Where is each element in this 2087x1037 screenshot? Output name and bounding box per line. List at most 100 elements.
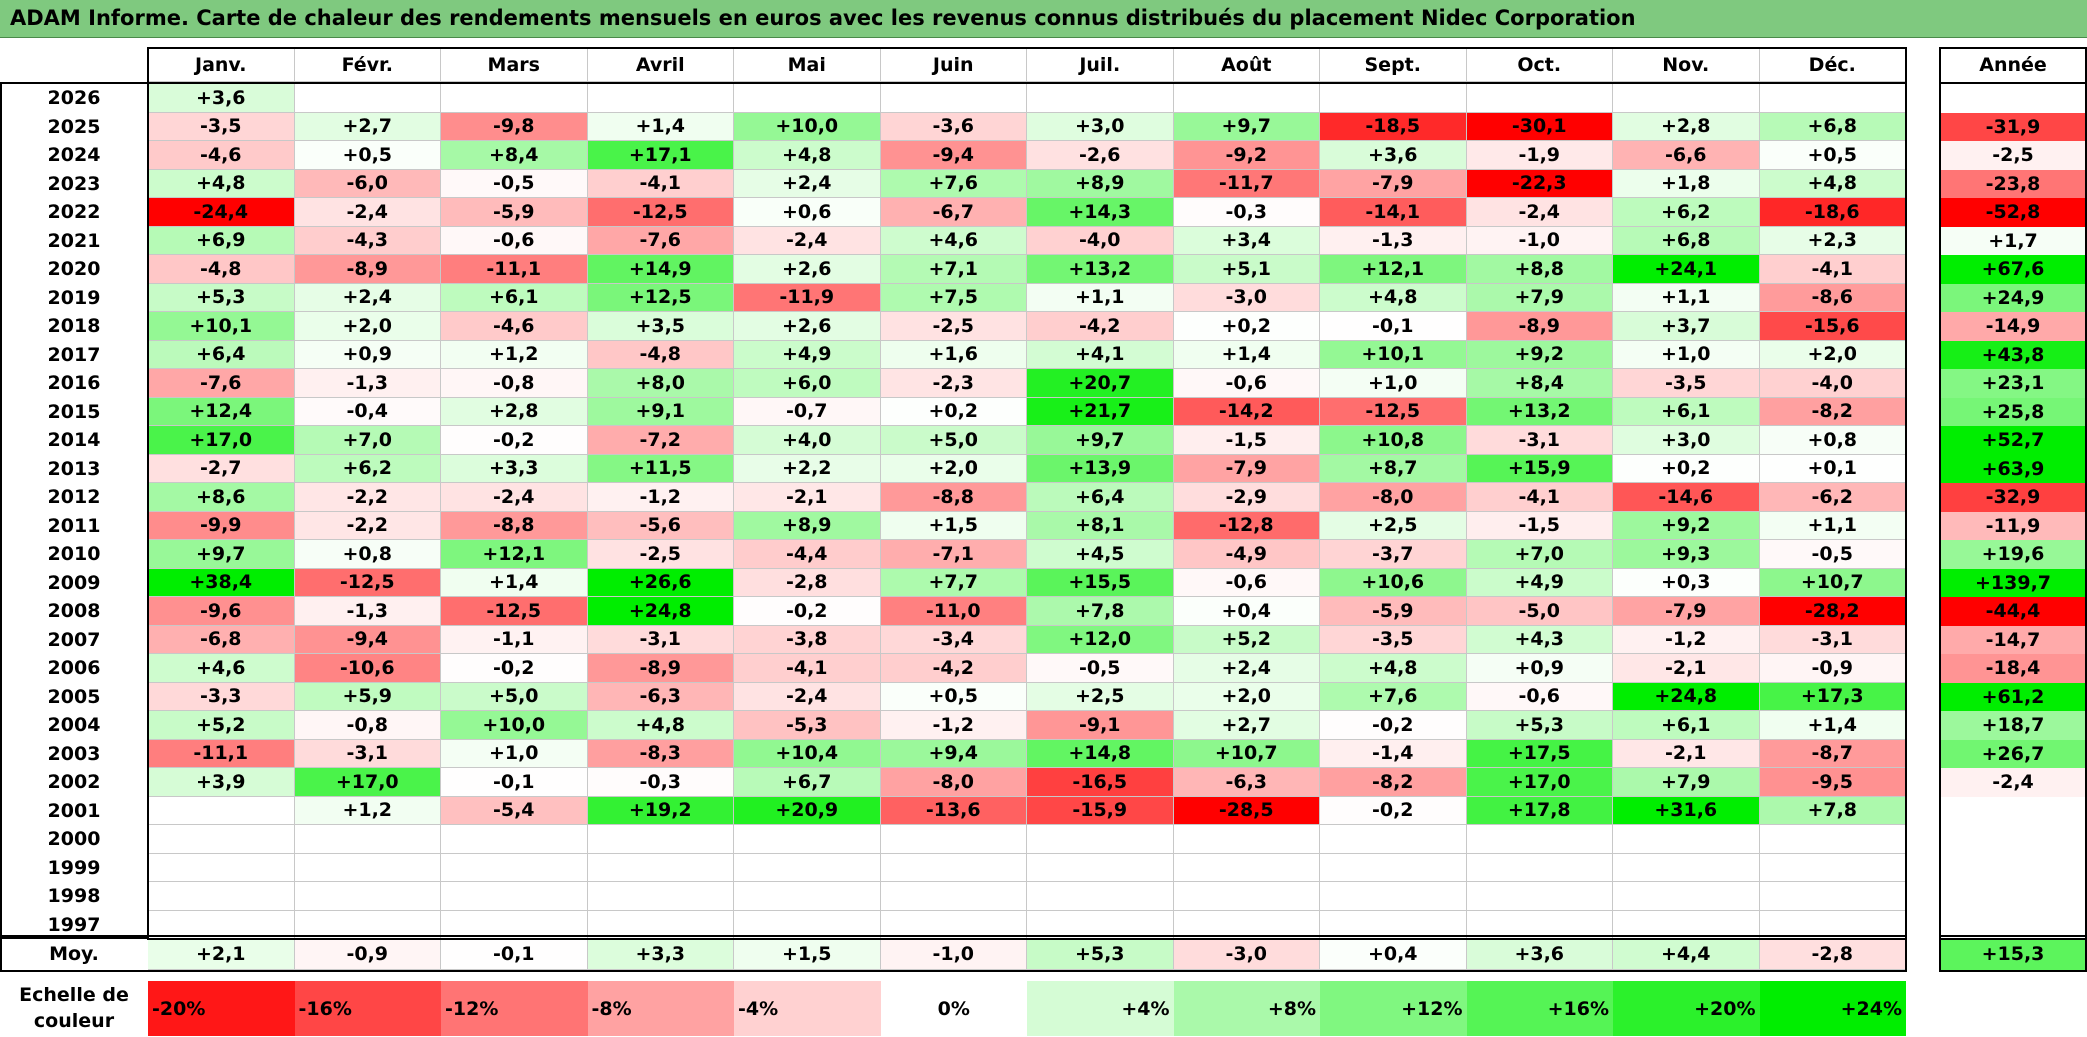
heatmap-cell: +4,9: [1466, 568, 1613, 597]
month-header: Avril: [587, 48, 734, 82]
heatmap-cell: +3,6: [148, 84, 295, 113]
annual-cell: +63,9: [1940, 454, 2086, 483]
heatmap-cell: -8,8: [441, 511, 588, 540]
heatmap-cell: +1,1: [1027, 283, 1174, 312]
average-cell: +0,4: [1320, 938, 1467, 970]
heatmap-cell: [734, 825, 881, 854]
heatmap-cell: -12,5: [1320, 397, 1467, 426]
heatmap-cell: +6,8: [1759, 112, 1906, 141]
heatmap-cell: -8,0: [880, 768, 1027, 797]
heatmap-cell: -10,6: [294, 654, 441, 683]
average-cell: +4,4: [1613, 938, 1760, 970]
heatmap-cell: +0,2: [1173, 312, 1320, 341]
average-cell: +3,3: [587, 938, 734, 970]
heatmap-cell: [587, 882, 734, 911]
average-cell: +3,6: [1466, 938, 1613, 970]
heatmap-cell: -0,6: [1173, 369, 1320, 398]
heatmap-cell: -3,5: [1613, 369, 1760, 398]
heatmap-cell: +24,8: [587, 597, 734, 626]
heatmap-cell: +9,7: [1027, 426, 1174, 455]
heatmap-cell: -5,3: [734, 711, 881, 740]
heatmap-cell: +10,0: [734, 112, 881, 141]
heatmap-cell: [1613, 882, 1760, 911]
heatmap-cell: -7,6: [148, 369, 295, 398]
heatmap-cell: -1,3: [294, 597, 441, 626]
row-year-label: 2017: [47, 343, 101, 366]
heatmap-cell: -9,4: [294, 625, 441, 654]
heatmap-cell: [1466, 853, 1613, 882]
heatmap-cell: +1,4: [441, 568, 588, 597]
heatmap-cell: -3,1: [1466, 426, 1613, 455]
row-year-label: 1997: [47, 913, 101, 936]
heatmap-cell: [734, 882, 881, 911]
heatmap-cell: -18,6: [1759, 198, 1906, 227]
heatmap-cell: [1320, 825, 1467, 854]
row-year-label: 2014: [47, 429, 101, 452]
annual-cell: +139,7: [1940, 568, 2086, 597]
heatmap-cell: -2,8: [734, 568, 881, 597]
heatmap-cell: +8,7: [1320, 454, 1467, 483]
heatmap-cell: -1,4: [1320, 739, 1467, 768]
heatmap-cell: +8,4: [1466, 369, 1613, 398]
annual-cell: -31,9: [1940, 112, 2086, 141]
heatmap-cell: -2,6: [1027, 141, 1174, 170]
heatmap-cell: -6,7: [880, 198, 1027, 227]
heatmap-cell: -2,4: [1466, 198, 1613, 227]
heatmap-cell: -12,8: [1173, 511, 1320, 540]
heatmap-cell: +7,7: [880, 568, 1027, 597]
heatmap-cell: +6,2: [294, 454, 441, 483]
heatmap-cell: -1,3: [1320, 226, 1467, 255]
heatmap-cell: +1,5: [880, 511, 1027, 540]
heatmap-cell: +13,9: [1027, 454, 1174, 483]
heatmap-cell: +15,5: [1027, 568, 1174, 597]
heatmap-cell: -24,4: [148, 198, 295, 227]
heatmap-cell: +9,3: [1613, 540, 1760, 569]
heatmap-cell: +7,1: [880, 255, 1027, 284]
heatmap-cell: -9,8: [441, 112, 588, 141]
annual-cell: +23,1: [1940, 369, 2086, 398]
heatmap-cell: -11,7: [1173, 169, 1320, 198]
heatmap-cell: +20,9: [734, 796, 881, 825]
heatmap-cell: +1,2: [441, 340, 588, 369]
heatmap-cell: [587, 84, 734, 113]
heatmap-cell: -4,1: [587, 169, 734, 198]
color-scale-stop: +8%: [1173, 981, 1320, 1036]
heatmap-cell: -7,2: [587, 426, 734, 455]
heatmap-cell: -0,2: [1320, 796, 1467, 825]
month-header: Janv.: [148, 48, 295, 82]
heatmap-cell: +10,0: [441, 711, 588, 740]
heatmap-cell: +17,0: [148, 426, 295, 455]
month-header: Déc.: [1759, 48, 1906, 82]
average-cell: +1,5: [734, 938, 881, 970]
heatmap-cell: -1,5: [1173, 426, 1320, 455]
heatmap-cell: [148, 882, 295, 911]
heatmap-cell: -0,5: [1027, 654, 1174, 683]
heatmap-cell: +1,1: [1613, 283, 1760, 312]
row-year-label: 2011: [47, 514, 101, 537]
heatmap-cell: +8,8: [1466, 255, 1613, 284]
heatmap-cell: [1173, 910, 1320, 939]
heatmap-cell: +7,0: [294, 426, 441, 455]
heatmap-cell: +0,2: [1613, 454, 1760, 483]
heatmap-cell: +12,1: [1320, 255, 1467, 284]
average-cell: -1,0: [880, 938, 1027, 970]
heatmap-cell: +4,8: [148, 169, 295, 198]
title-bar: ADAM Informe. Carte de chaleur des rende…: [0, 0, 2087, 38]
annual-cell: -23,8: [1940, 169, 2086, 198]
heatmap-cell: +4,3: [1466, 625, 1613, 654]
color-scale-stop: +16%: [1466, 981, 1613, 1036]
heatmap-cell: +1,0: [1613, 340, 1760, 369]
year-column-header: Année: [1979, 54, 2047, 76]
heatmap-cell: +2,3: [1759, 226, 1906, 255]
heatmap-cell: +4,8: [1320, 654, 1467, 683]
heatmap-cell: [294, 84, 441, 113]
annual-cell: -14,9: [1940, 312, 2086, 341]
annual-cell: -52,8: [1940, 198, 2086, 227]
heatmap-cell: -4,2: [1027, 312, 1174, 341]
heatmap-cell: -4,8: [148, 255, 295, 284]
heatmap-cell: +5,1: [1173, 255, 1320, 284]
row-year-label: 2021: [47, 229, 101, 252]
color-scale-label: Echelle de couleur: [0, 980, 148, 1036]
heatmap-cell: +12,0: [1027, 625, 1174, 654]
heatmap-cell: [1466, 825, 1613, 854]
